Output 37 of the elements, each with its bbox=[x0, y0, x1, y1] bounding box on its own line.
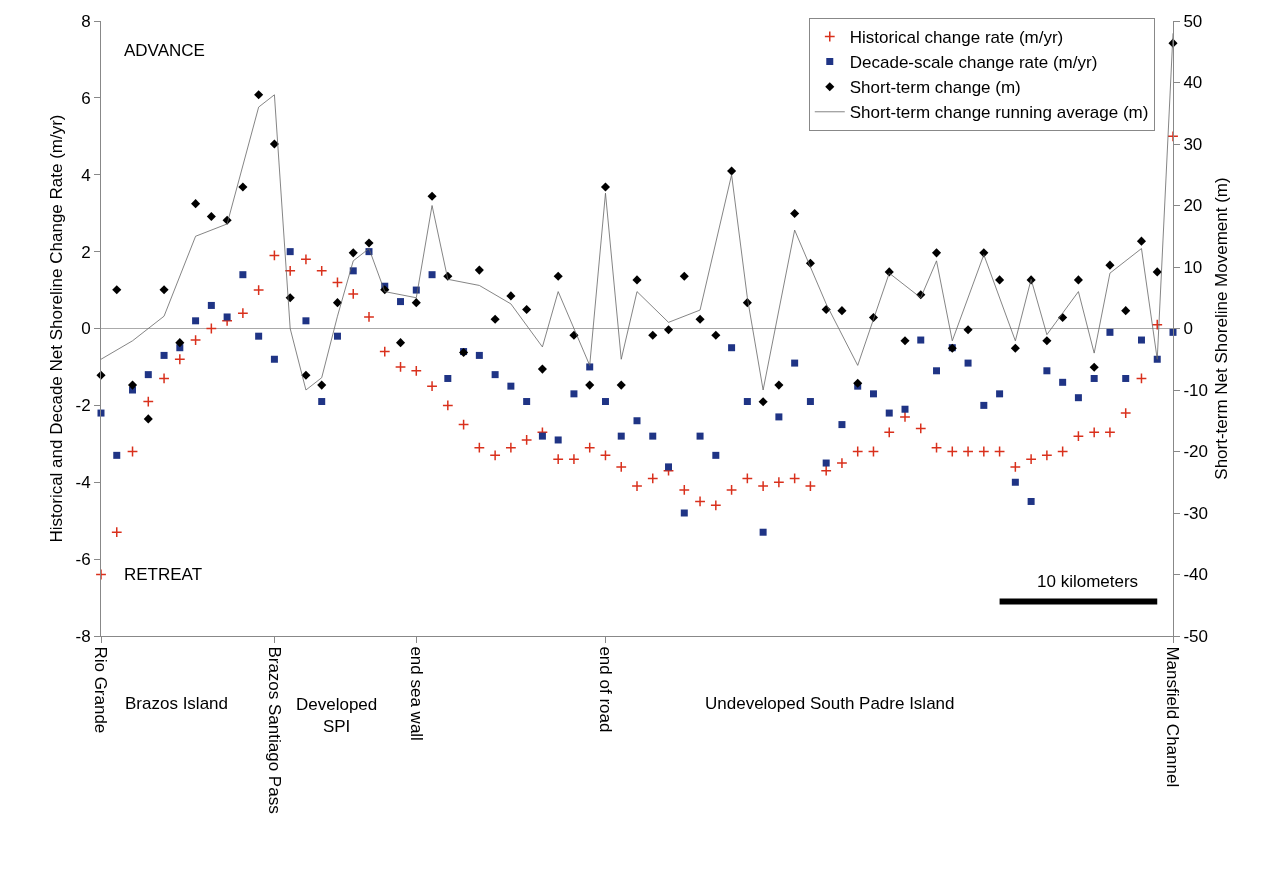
y2-tick-label: 20 bbox=[1183, 196, 1203, 216]
text: Developed SPI bbox=[296, 695, 378, 737]
y-tick-label: -4 bbox=[75, 473, 91, 493]
y-axis-title: Historical and Decade Net Shoreline Change Rate (m/yr) bbox=[47, 114, 67, 543]
annotation: RETREAT bbox=[124, 565, 203, 584]
annotation: 10 kilometers bbox=[1037, 572, 1139, 591]
legend-label: Decade-scale change rate (m/yr) bbox=[849, 53, 1098, 73]
y2-tick-label: -50 bbox=[1183, 626, 1208, 646]
legend-label: Historical change rate (m/yr) bbox=[849, 28, 1064, 48]
y2-tick-label: -30 bbox=[1183, 503, 1208, 523]
y2-tick-label: 0 bbox=[1183, 319, 1193, 339]
y2-tick-label: 10 bbox=[1183, 257, 1203, 277]
y2-axis-title: Short-term Net Shoreline Movement (m) bbox=[1212, 177, 1232, 480]
y2-tick-label: -10 bbox=[1183, 380, 1208, 400]
y2-tick-label: 40 bbox=[1183, 73, 1203, 93]
x-tick-label: Rio Grande bbox=[91, 646, 111, 734]
legend-label: Short-term change running average (m) bbox=[849, 103, 1149, 123]
y-tick-label: 4 bbox=[81, 165, 91, 185]
y-tick-label: 6 bbox=[81, 88, 91, 108]
y-tick-label: 0 bbox=[81, 319, 91, 339]
text: Undeveloped South Padre Island bbox=[705, 694, 955, 713]
text: Brazos Island bbox=[125, 694, 228, 713]
y-tick-label: -2 bbox=[75, 396, 91, 416]
y2-tick-label: -20 bbox=[1183, 442, 1208, 462]
y-tick-label: 2 bbox=[81, 242, 91, 262]
legend-label: Short-term change (m) bbox=[849, 78, 1021, 98]
y2-tick-label: 50 bbox=[1183, 11, 1203, 31]
y2-tick-label: -40 bbox=[1183, 565, 1208, 585]
y2-tick-label: 30 bbox=[1183, 134, 1203, 154]
x-tick-label: Mansfield Channel bbox=[1163, 646, 1183, 788]
x-tick-label: end sea wall bbox=[406, 646, 426, 741]
y-tick-label: 8 bbox=[81, 11, 91, 31]
y-tick-label: -8 bbox=[75, 626, 91, 646]
y-tick-label: -6 bbox=[75, 550, 91, 570]
annotation: ADVANCE bbox=[124, 41, 205, 60]
x-tick-label: Brazos Santiago Pass bbox=[264, 646, 284, 814]
x-tick-label: end of road bbox=[595, 646, 615, 733]
